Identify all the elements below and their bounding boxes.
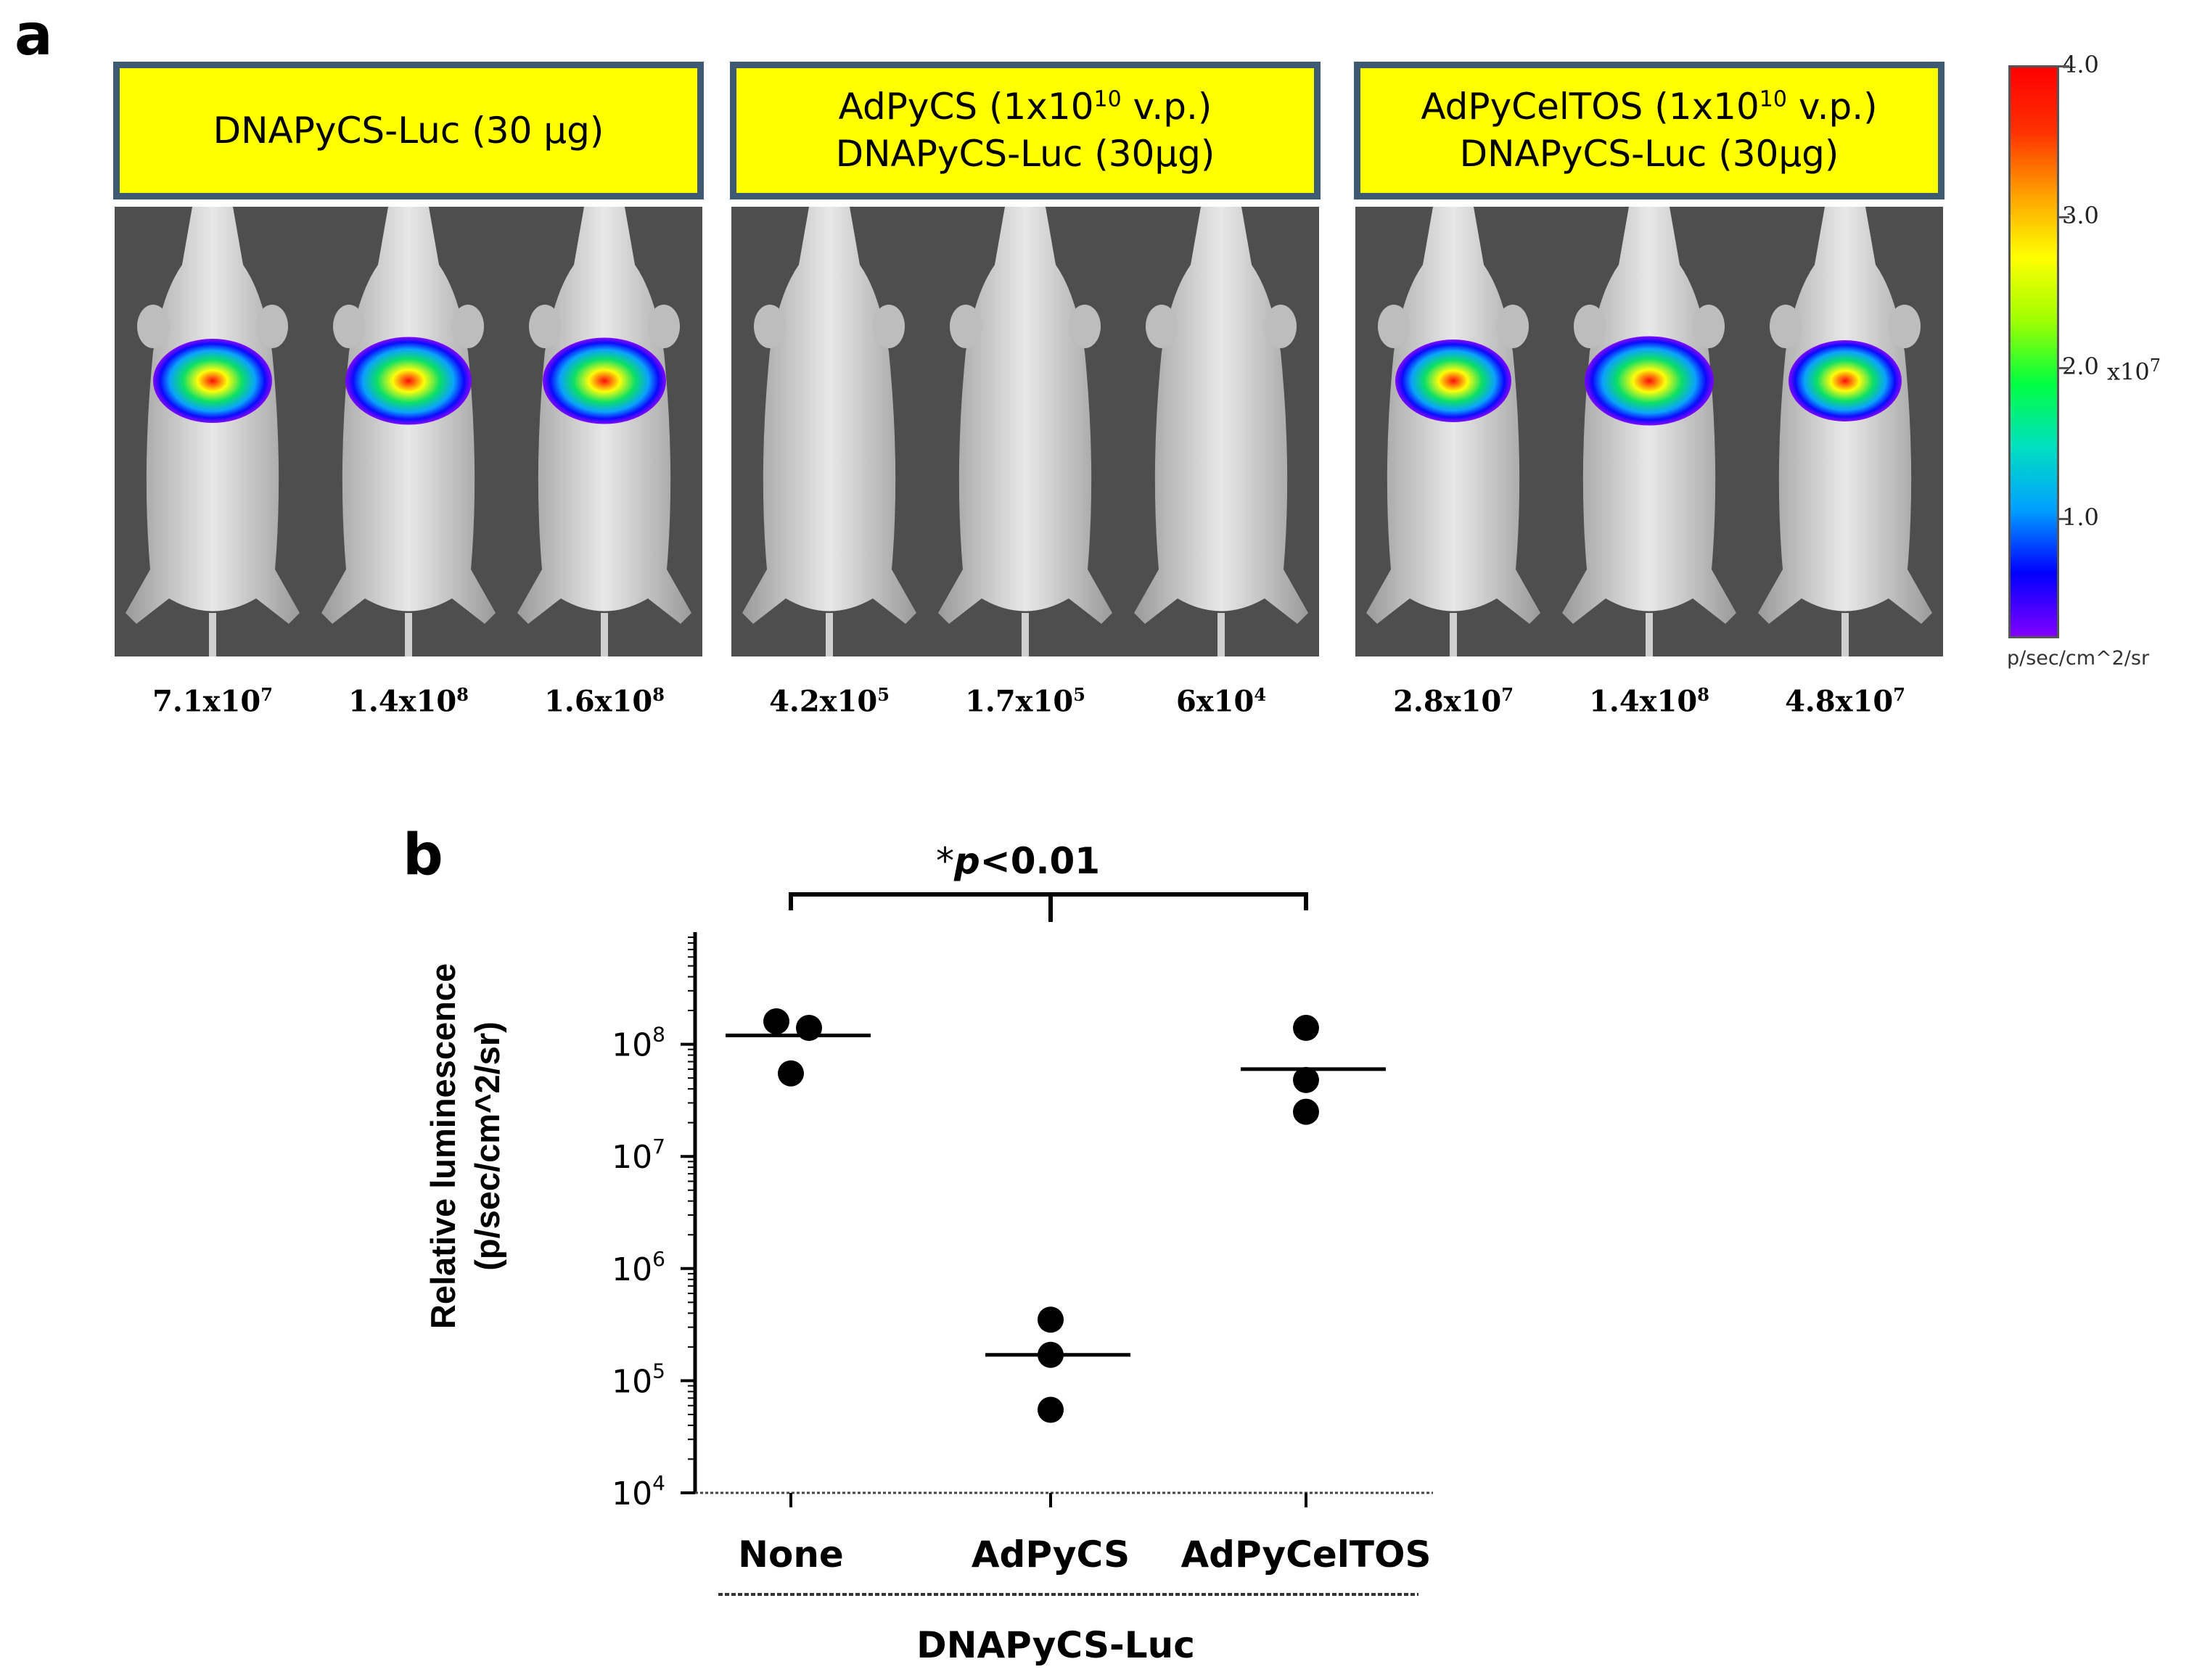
luminescence-readout: 6x104 [1175,684,1267,719]
panel-b-letter: b [403,823,443,888]
colorbar-tick-mark [2059,65,2069,67]
y-tick-label: 108 [612,1023,665,1064]
group-header-line: AdPyCS (1x1010 v.p.) [838,86,1212,128]
luminescence-signal [345,337,472,425]
colorbar-tick-label: 3.0 [2062,201,2099,229]
colorbar-tick-mark [2059,517,2069,520]
colorbar-gradient [2011,67,2057,636]
data-point [1038,1396,1064,1423]
luminescence-readout: 1.7x105 [965,684,1085,719]
x-tick-label: None [738,1533,844,1576]
group-header-line: DNAPyCS-Luc (30 µg) [213,109,604,152]
x-tick-label: AdPyCS [972,1533,1130,1576]
colorbar-tick-mark [2059,215,2069,218]
y-tick-label: 104 [612,1471,665,1512]
mouse [321,207,496,656]
luminescence-signal [1395,339,1511,422]
significance-label: *p<0.01 [936,840,1101,882]
colorbar-tick-label: 4.0 [2062,51,2099,78]
colorbar [2008,65,2059,638]
mouse [1758,207,1932,656]
panel-a-letter: a [15,3,53,68]
y-tick-label: 106 [612,1247,665,1288]
luminescence-readout: 1.6x108 [544,684,665,719]
group-label: DNAPyCS-Luc [916,1624,1195,1666]
luminescence-readout: 1.4x108 [348,684,469,719]
mouse-image-panel-2 [731,207,1319,656]
luminescence-readout: 1.4x108 [1589,684,1709,719]
colorbar-tick-mark [2059,366,2069,369]
mouse [1562,207,1736,656]
mouse [126,207,300,656]
colorbar-tick-label: 1.0 [2062,503,2099,531]
colorbar-tick-label: 2.0 [2062,352,2099,380]
luminescence-signal [1789,340,1902,421]
group-header-line: DNAPyCS-Luc (30µg) [835,133,1215,175]
luminescence-readout: 4.2x105 [769,684,890,719]
mouse [938,207,1112,656]
mouse [1366,207,1540,656]
group-header-1: DNAPyCS-Luc (30 µg) [113,62,704,199]
mouse [517,207,691,656]
colorbar-multiplier: x107 [2107,355,2161,386]
group-header-line: AdPyCelTOS (1x1010 v.p.) [1421,86,1878,128]
luminescence-signal [1585,336,1714,426]
data-point [1293,1066,1319,1093]
mouse-image-panel-1 [115,207,702,656]
data-point [1293,1015,1319,1042]
colorbar-unit: p/sec/cm^2/sr [2007,647,2150,670]
luminescence-readout: 7.1x107 [152,684,273,719]
data-point [1038,1306,1064,1333]
group-header-line: DNAPyCS-Luc (30µg) [1459,133,1839,175]
y-tick-label: 107 [612,1135,665,1176]
luminescence-signal [153,339,272,423]
mouse-image-panel-3 [1355,207,1943,656]
group-header-3: AdPyCelTOS (1x1010 v.p.) DNAPyCS-Luc (30µ… [1354,62,1945,199]
group-header-2: AdPyCS (1x1010 v.p.) DNAPyCS-Luc (30µg) [730,62,1321,199]
y-tick-label: 105 [612,1359,665,1400]
data-point [1293,1098,1319,1125]
mouse [1134,207,1308,656]
data-point [778,1060,804,1087]
luminescence-signal [543,337,666,424]
luminescence-readout: 4.8x107 [1785,684,1905,719]
luminescence-readout: 2.8x107 [1393,684,1514,719]
mouse [742,207,916,656]
data-point [763,1008,789,1035]
x-tick-label: AdPyCelTOS [1180,1533,1431,1576]
